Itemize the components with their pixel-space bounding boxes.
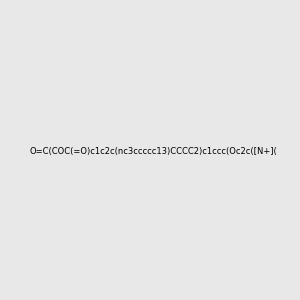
Text: O=C(COC(=O)c1c2c(nc3ccccc13)CCCC2)c1ccc(Oc2c([N+](: O=C(COC(=O)c1c2c(nc3ccccc13)CCCC2)c1ccc(… (30, 147, 278, 156)
